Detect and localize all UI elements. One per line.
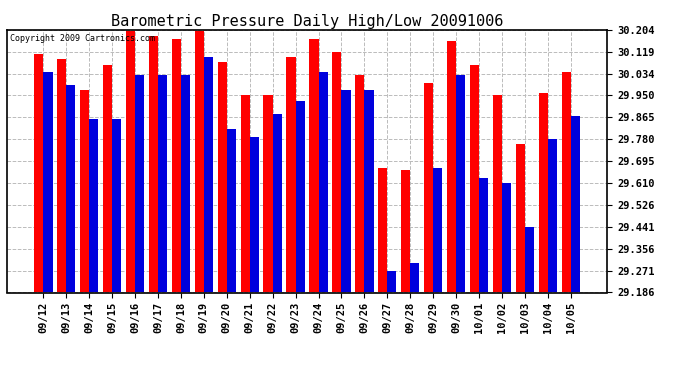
Bar [80,90,89,292]
Bar [364,90,373,292]
Bar [57,59,66,292]
Bar [342,90,351,292]
Bar [424,82,433,292]
Bar [204,57,213,292]
Bar [286,57,295,292]
Bar [515,144,525,292]
Bar [525,227,534,292]
Bar [172,39,181,292]
Bar [433,168,442,292]
Bar [273,114,282,292]
Bar [135,75,144,292]
Bar [479,178,489,292]
Bar [319,72,328,292]
Bar [401,170,411,292]
Bar [539,93,548,292]
Bar [158,75,167,292]
Bar [264,96,273,292]
Bar [181,75,190,292]
Bar [355,75,364,292]
Bar [241,96,250,292]
Bar [447,41,456,292]
Bar [309,39,319,292]
Bar [493,96,502,292]
Bar [34,54,43,292]
Bar [456,75,465,292]
Bar [562,72,571,292]
Bar [112,119,121,292]
Bar [89,119,99,292]
Bar [43,72,52,292]
Bar [217,62,227,292]
Bar [149,36,158,292]
Title: Barometric Pressure Daily High/Low 20091006: Barometric Pressure Daily High/Low 20091… [111,14,503,29]
Bar [195,31,204,292]
Bar [387,271,397,292]
Bar [126,31,135,292]
Bar [502,183,511,292]
Bar [227,129,236,292]
Bar [548,140,557,292]
Bar [571,116,580,292]
Bar [333,52,342,292]
Bar [470,64,479,292]
Bar [411,263,420,292]
Text: Copyright 2009 Cartronics.com: Copyright 2009 Cartronics.com [10,34,155,43]
Bar [295,100,305,292]
Bar [66,85,75,292]
Bar [250,137,259,292]
Bar [378,168,387,292]
Bar [103,64,112,292]
